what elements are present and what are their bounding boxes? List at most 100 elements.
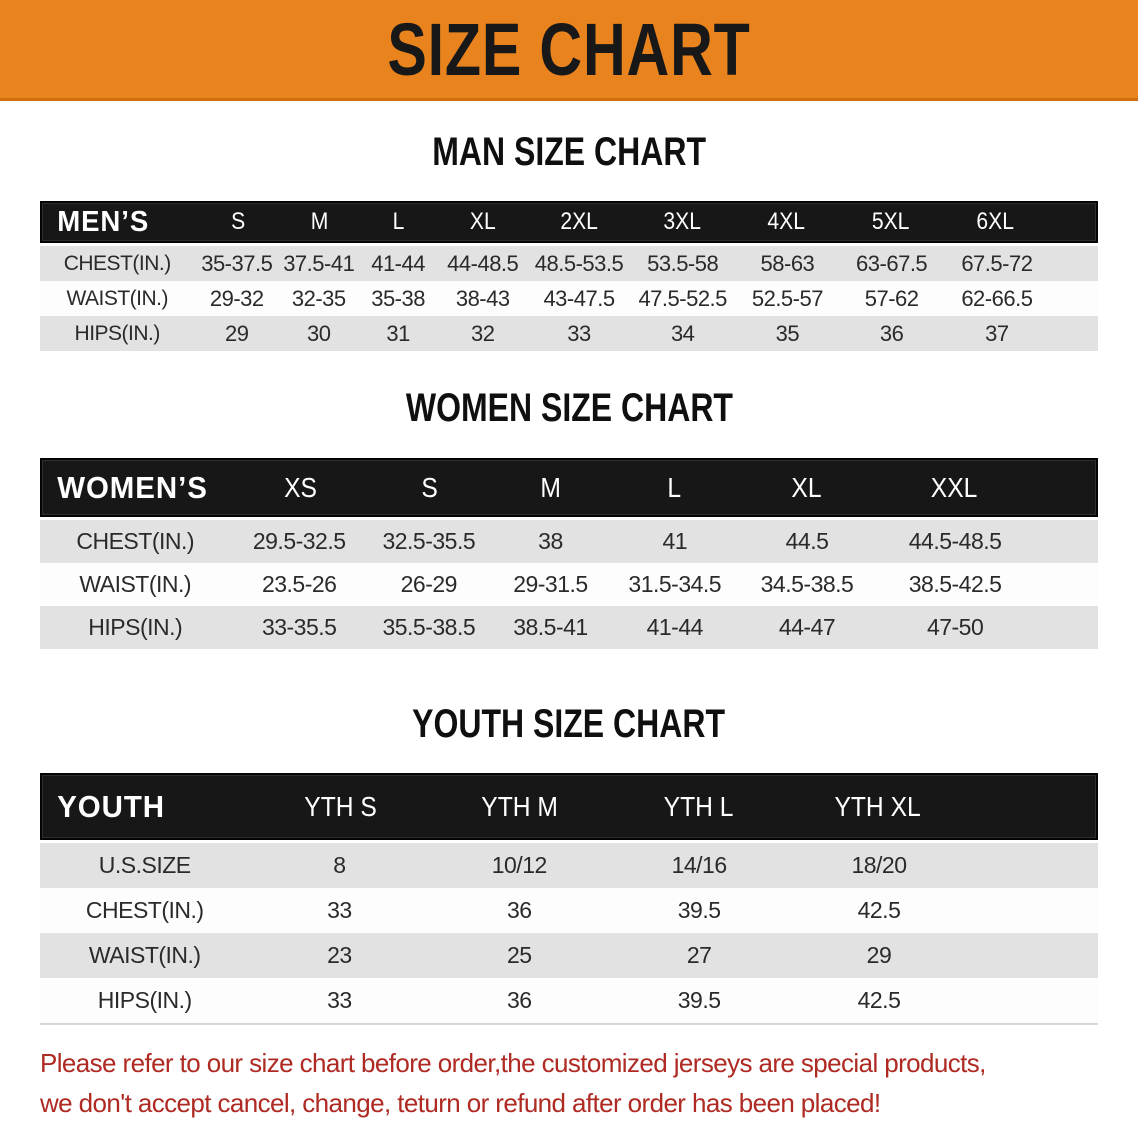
filler-cell <box>1050 281 1098 316</box>
value-cell: 32.5-35.5 <box>382 528 476 554</box>
row-label: HIPS(IN.) <box>74 321 161 345</box>
women-chest-row: CHEST(IN.) 29.5-32.5 32.5-35.5 38 41 44.… <box>40 520 1098 563</box>
youth-hips-row: HIPS(IN.) 33 36 39.5 42.5 <box>40 978 1098 1024</box>
value-cell: 43-47.5 <box>543 285 615 311</box>
value-cell: 23.5-26 <box>261 571 337 597</box>
row-label: HIPS(IN.) <box>97 987 192 1013</box>
value-cell: 47-50 <box>926 614 984 640</box>
youth-size-header-m: YTH M <box>481 790 558 822</box>
women-size-table: WOMEN’S XS S M L XL XXL CHEST(IN.) 29.5-… <box>40 458 1098 649</box>
men-size-header-2xl: 2XL <box>560 208 598 235</box>
value-cell: 58-63 <box>760 250 815 276</box>
women-table-header-bar: WOMEN’S XS S M L XL XXL <box>40 458 1098 517</box>
value-cell: 33 <box>567 320 591 346</box>
value-cell: 44-47 <box>778 614 836 640</box>
women-section-title: WOMEN SIZE CHART <box>0 385 1138 431</box>
value-cell: 38 <box>538 528 563 554</box>
value-cell: 33 <box>327 987 352 1013</box>
value-cell: 47.5-52.5 <box>638 285 727 311</box>
value-cell: 44.5-48.5 <box>908 528 1002 554</box>
value-cell: 42.5 <box>857 987 901 1013</box>
value-cell: 23 <box>327 942 352 968</box>
value-cell: 37.5-41 <box>283 250 355 276</box>
filler-cell <box>969 933 1098 978</box>
value-cell: 32 <box>470 320 495 346</box>
youth-size-table: YOUTH YTH S YTH M YTH L YTH XL U.S.SIZE … <box>40 773 1098 1025</box>
filler-cell <box>1050 316 1098 351</box>
value-cell: 38.5-41 <box>513 614 588 640</box>
value-cell: 29 <box>225 320 249 346</box>
value-cell: 39.5 <box>677 897 721 923</box>
value-cell: 41-44 <box>646 614 704 640</box>
men-size-header-5xl: 5XL <box>871 208 910 235</box>
footer-line-1: Please refer to our size chart before or… <box>40 1048 986 1078</box>
value-cell: 35.5-38.5 <box>382 614 476 640</box>
value-cell: 36 <box>506 897 532 923</box>
value-cell: 57-62 <box>864 285 919 311</box>
men-size-header-m: M <box>310 208 329 235</box>
value-cell: 38.5-42.5 <box>908 571 1002 597</box>
men-size-header-s: S <box>230 208 246 235</box>
youth-chest-row: CHEST(IN.) 33 36 39.5 42.5 <box>40 888 1098 933</box>
filler-cell <box>969 888 1098 933</box>
youth-size-header-l: YTH L <box>663 790 734 822</box>
value-cell: 31.5-34.5 <box>628 571 722 597</box>
filler-cell <box>969 843 1098 888</box>
women-size-header-xl: XL <box>791 471 822 503</box>
filler-cell <box>969 978 1098 1024</box>
youth-measurement-rows: U.S.SIZE 8 10/12 14/16 18/20 CHEST(IN.) … <box>40 843 1098 1025</box>
value-cell: 27 <box>686 942 712 968</box>
value-cell: 62-66.5 <box>961 285 1033 311</box>
value-cell: 44.5 <box>785 528 829 554</box>
men-size-header-3xl: 3XL <box>663 208 702 235</box>
value-cell: 18/20 <box>851 852 907 878</box>
filler-cell <box>1034 563 1098 606</box>
value-cell: 48.5-53.5 <box>534 250 624 276</box>
value-cell: 53.5-58 <box>647 250 719 276</box>
row-label: CHEST(IN.) <box>76 528 195 554</box>
footer-note: Please refer to our size chart before or… <box>40 1043 1138 1123</box>
men-size-header-4xl: 4XL <box>767 208 806 235</box>
men-size-table: MEN’S S M L XL 2XL 3XL 4XL 5XL 6XL CHEST… <box>40 201 1098 351</box>
value-cell: 29-31.5 <box>513 571 588 597</box>
value-cell: 41 <box>662 528 688 554</box>
value-cell: 34 <box>670 320 695 346</box>
value-cell: 35-37.5 <box>201 250 273 276</box>
youth-section-title-text: YOUTH SIZE CHART <box>412 702 726 746</box>
size-chart-banner: SIZE CHART <box>0 0 1138 101</box>
value-cell: 63-67.5 <box>856 250 928 276</box>
women-waist-row: WAIST(IN.) 23.5-26 26-29 29-31.5 31.5-34… <box>40 563 1098 606</box>
row-label: WAIST(IN.) <box>79 571 192 597</box>
footer-line-2: we don't accept cancel, change, teturn o… <box>40 1088 881 1118</box>
value-cell: 10/12 <box>491 852 548 878</box>
value-cell: 37 <box>985 320 1009 346</box>
men-chest-row: CHEST(IN.) 35-37.5 37.5-41 41-44 44-48.5… <box>40 246 1098 281</box>
women-hips-row: HIPS(IN.) 33-35.5 35.5-38.5 38.5-41 41-4… <box>40 606 1098 649</box>
value-cell: 41-44 <box>371 250 425 276</box>
women-measurement-rows: CHEST(IN.) 29.5-32.5 32.5-35.5 38 41 44.… <box>40 520 1098 649</box>
value-cell: 31 <box>386 320 410 346</box>
row-label: CHEST(IN.) <box>63 251 172 275</box>
men-hips-row: HIPS(IN.) 29 30 31 32 33 34 35 36 37 <box>40 316 1098 351</box>
value-cell: 33 <box>327 897 352 923</box>
filler-cell <box>1034 520 1098 563</box>
youth-ussize-row: U.S.SIZE 8 10/12 14/16 18/20 <box>40 843 1098 888</box>
youth-size-header-s: YTH S <box>303 790 377 822</box>
value-cell: 39.5 <box>677 987 721 1013</box>
men-section-title: MAN SIZE CHART <box>0 129 1138 175</box>
youth-table-header-bar: YOUTH YTH S YTH M YTH L YTH XL <box>40 773 1098 840</box>
value-cell: 67.5-72 <box>961 250 1033 276</box>
women-section-title-text: WOMEN SIZE CHART <box>405 386 733 430</box>
men-section-title-text: MAN SIZE CHART <box>432 130 706 174</box>
value-cell: 26-29 <box>400 571 458 597</box>
youth-group-label: YOUTH <box>57 788 166 824</box>
men-table-header-bar: MEN’S S M L XL 2XL 3XL 4XL 5XL 6XL <box>40 201 1098 243</box>
value-cell: 44-48.5 <box>447 250 519 276</box>
value-cell: 33-35.5 <box>261 614 337 640</box>
youth-waist-row: WAIST(IN.) 23 25 27 29 <box>40 933 1098 978</box>
women-size-header-s: S <box>421 471 438 503</box>
value-cell: 30 <box>307 320 331 346</box>
row-label: WAIST(IN.) <box>88 942 201 968</box>
men-waist-row: WAIST(IN.) 29-32 32-35 35-38 38-43 43-47… <box>40 281 1098 316</box>
